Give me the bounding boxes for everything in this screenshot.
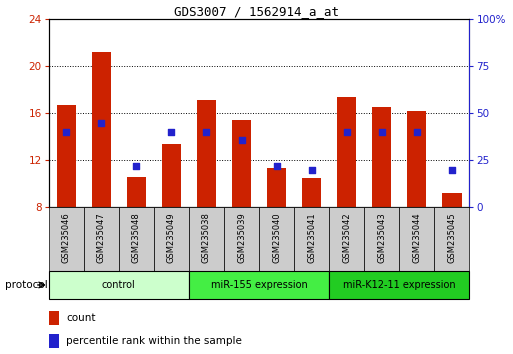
Bar	[329, 207, 364, 271]
Text: GSM235042: GSM235042	[342, 212, 351, 263]
Bar	[49, 271, 189, 299]
Bar	[49, 312, 59, 325]
Text: GDS3007 / 1562914_a_at: GDS3007 / 1562914_a_at	[174, 5, 339, 18]
Bar	[127, 177, 146, 207]
Text: GSM235041: GSM235041	[307, 212, 316, 263]
Text: miR-K12-11 expression: miR-K12-11 expression	[343, 280, 456, 290]
Bar	[364, 207, 399, 271]
Point	[412, 129, 421, 135]
Text: GSM235046: GSM235046	[62, 212, 71, 263]
Text: protocol: protocol	[5, 280, 48, 290]
Text: GSM235048: GSM235048	[132, 212, 141, 263]
Bar	[189, 207, 224, 271]
Bar	[329, 271, 469, 299]
Bar	[267, 169, 286, 207]
Bar	[435, 207, 469, 271]
Point	[272, 163, 281, 169]
Bar	[302, 178, 321, 207]
Bar	[407, 111, 426, 207]
Bar	[442, 193, 462, 207]
Text: count: count	[66, 313, 96, 323]
Point	[238, 137, 246, 142]
Point	[132, 163, 141, 169]
Bar	[154, 207, 189, 271]
Text: GSM235044: GSM235044	[412, 212, 421, 263]
Point	[202, 129, 210, 135]
Text: GSM235043: GSM235043	[377, 212, 386, 263]
Bar	[56, 105, 76, 207]
Text: GSM235045: GSM235045	[447, 212, 457, 263]
Point	[307, 167, 315, 172]
Bar	[49, 334, 59, 348]
Text: control: control	[102, 280, 136, 290]
Bar	[372, 107, 391, 207]
Point	[378, 129, 386, 135]
Text: GSM235049: GSM235049	[167, 212, 176, 263]
Bar	[197, 101, 216, 207]
Text: percentile rank within the sample: percentile rank within the sample	[66, 336, 242, 346]
Text: GSM235038: GSM235038	[202, 212, 211, 263]
Bar	[49, 207, 84, 271]
Bar	[399, 207, 435, 271]
Text: miR-155 expression: miR-155 expression	[211, 280, 307, 290]
Point	[167, 129, 175, 135]
Bar	[294, 207, 329, 271]
Point	[343, 129, 351, 135]
Bar	[119, 207, 154, 271]
Bar	[224, 207, 259, 271]
Text: GSM235039: GSM235039	[237, 212, 246, 263]
Bar	[84, 207, 119, 271]
Point	[97, 120, 105, 126]
Text: GSM235040: GSM235040	[272, 212, 281, 263]
Bar	[259, 207, 294, 271]
Bar	[189, 271, 329, 299]
Point	[448, 167, 456, 172]
Point	[62, 129, 70, 135]
Bar	[232, 120, 251, 207]
Text: GSM235047: GSM235047	[97, 212, 106, 263]
Bar	[162, 144, 181, 207]
Bar	[337, 97, 357, 207]
Bar	[92, 52, 111, 207]
